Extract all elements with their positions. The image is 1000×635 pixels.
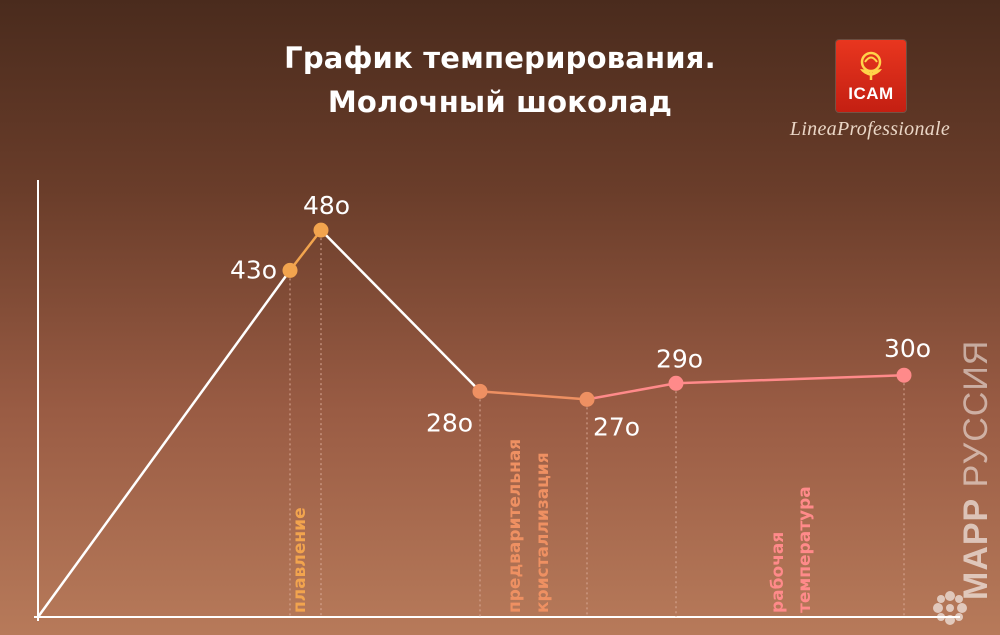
curve-segment — [320, 229, 481, 393]
brand-tagline: LineaProfessionale — [789, 118, 951, 140]
rose-icon — [860, 51, 882, 80]
data-label: 29o — [656, 344, 703, 373]
data-point — [896, 367, 912, 383]
data-point — [313, 222, 329, 238]
phase-label: кристаллизация — [533, 452, 553, 613]
curve-segment — [586, 382, 677, 401]
phase-label: плавление — [290, 507, 310, 613]
watermark-bold: МАРР — [957, 497, 995, 600]
data-point — [668, 375, 684, 391]
phase-label: рабочая — [768, 532, 788, 613]
data-label: 27o — [593, 412, 640, 441]
phase-label: температура — [795, 486, 815, 613]
heating-segment — [36, 269, 292, 618]
curve-segment — [675, 373, 905, 385]
data-label: 43o — [230, 255, 277, 284]
logo-text: ICAM — [848, 84, 894, 103]
data-point — [472, 383, 488, 399]
title-line-2: Молочный шоколад — [327, 85, 673, 119]
curve-segment — [289, 229, 322, 272]
data-point — [579, 391, 595, 407]
data-label: 48o — [303, 191, 350, 220]
data-label: 28o — [426, 408, 473, 437]
curve-segment — [479, 390, 588, 401]
mapp-watermark: МАРР РУССИЯ — [957, 340, 996, 600]
icam-logo: ICAM — [836, 40, 906, 112]
data-point — [282, 262, 298, 278]
mapp-flower-icon — [933, 591, 967, 625]
title-line-1: График темперирования. — [284, 41, 716, 75]
watermark-rest: РУССИЯ — [957, 339, 995, 498]
phase-label: предварительная — [505, 439, 525, 613]
data-label: 30o — [884, 334, 931, 363]
chart-title: График темперирования. Молочный шоколад — [0, 36, 1000, 124]
